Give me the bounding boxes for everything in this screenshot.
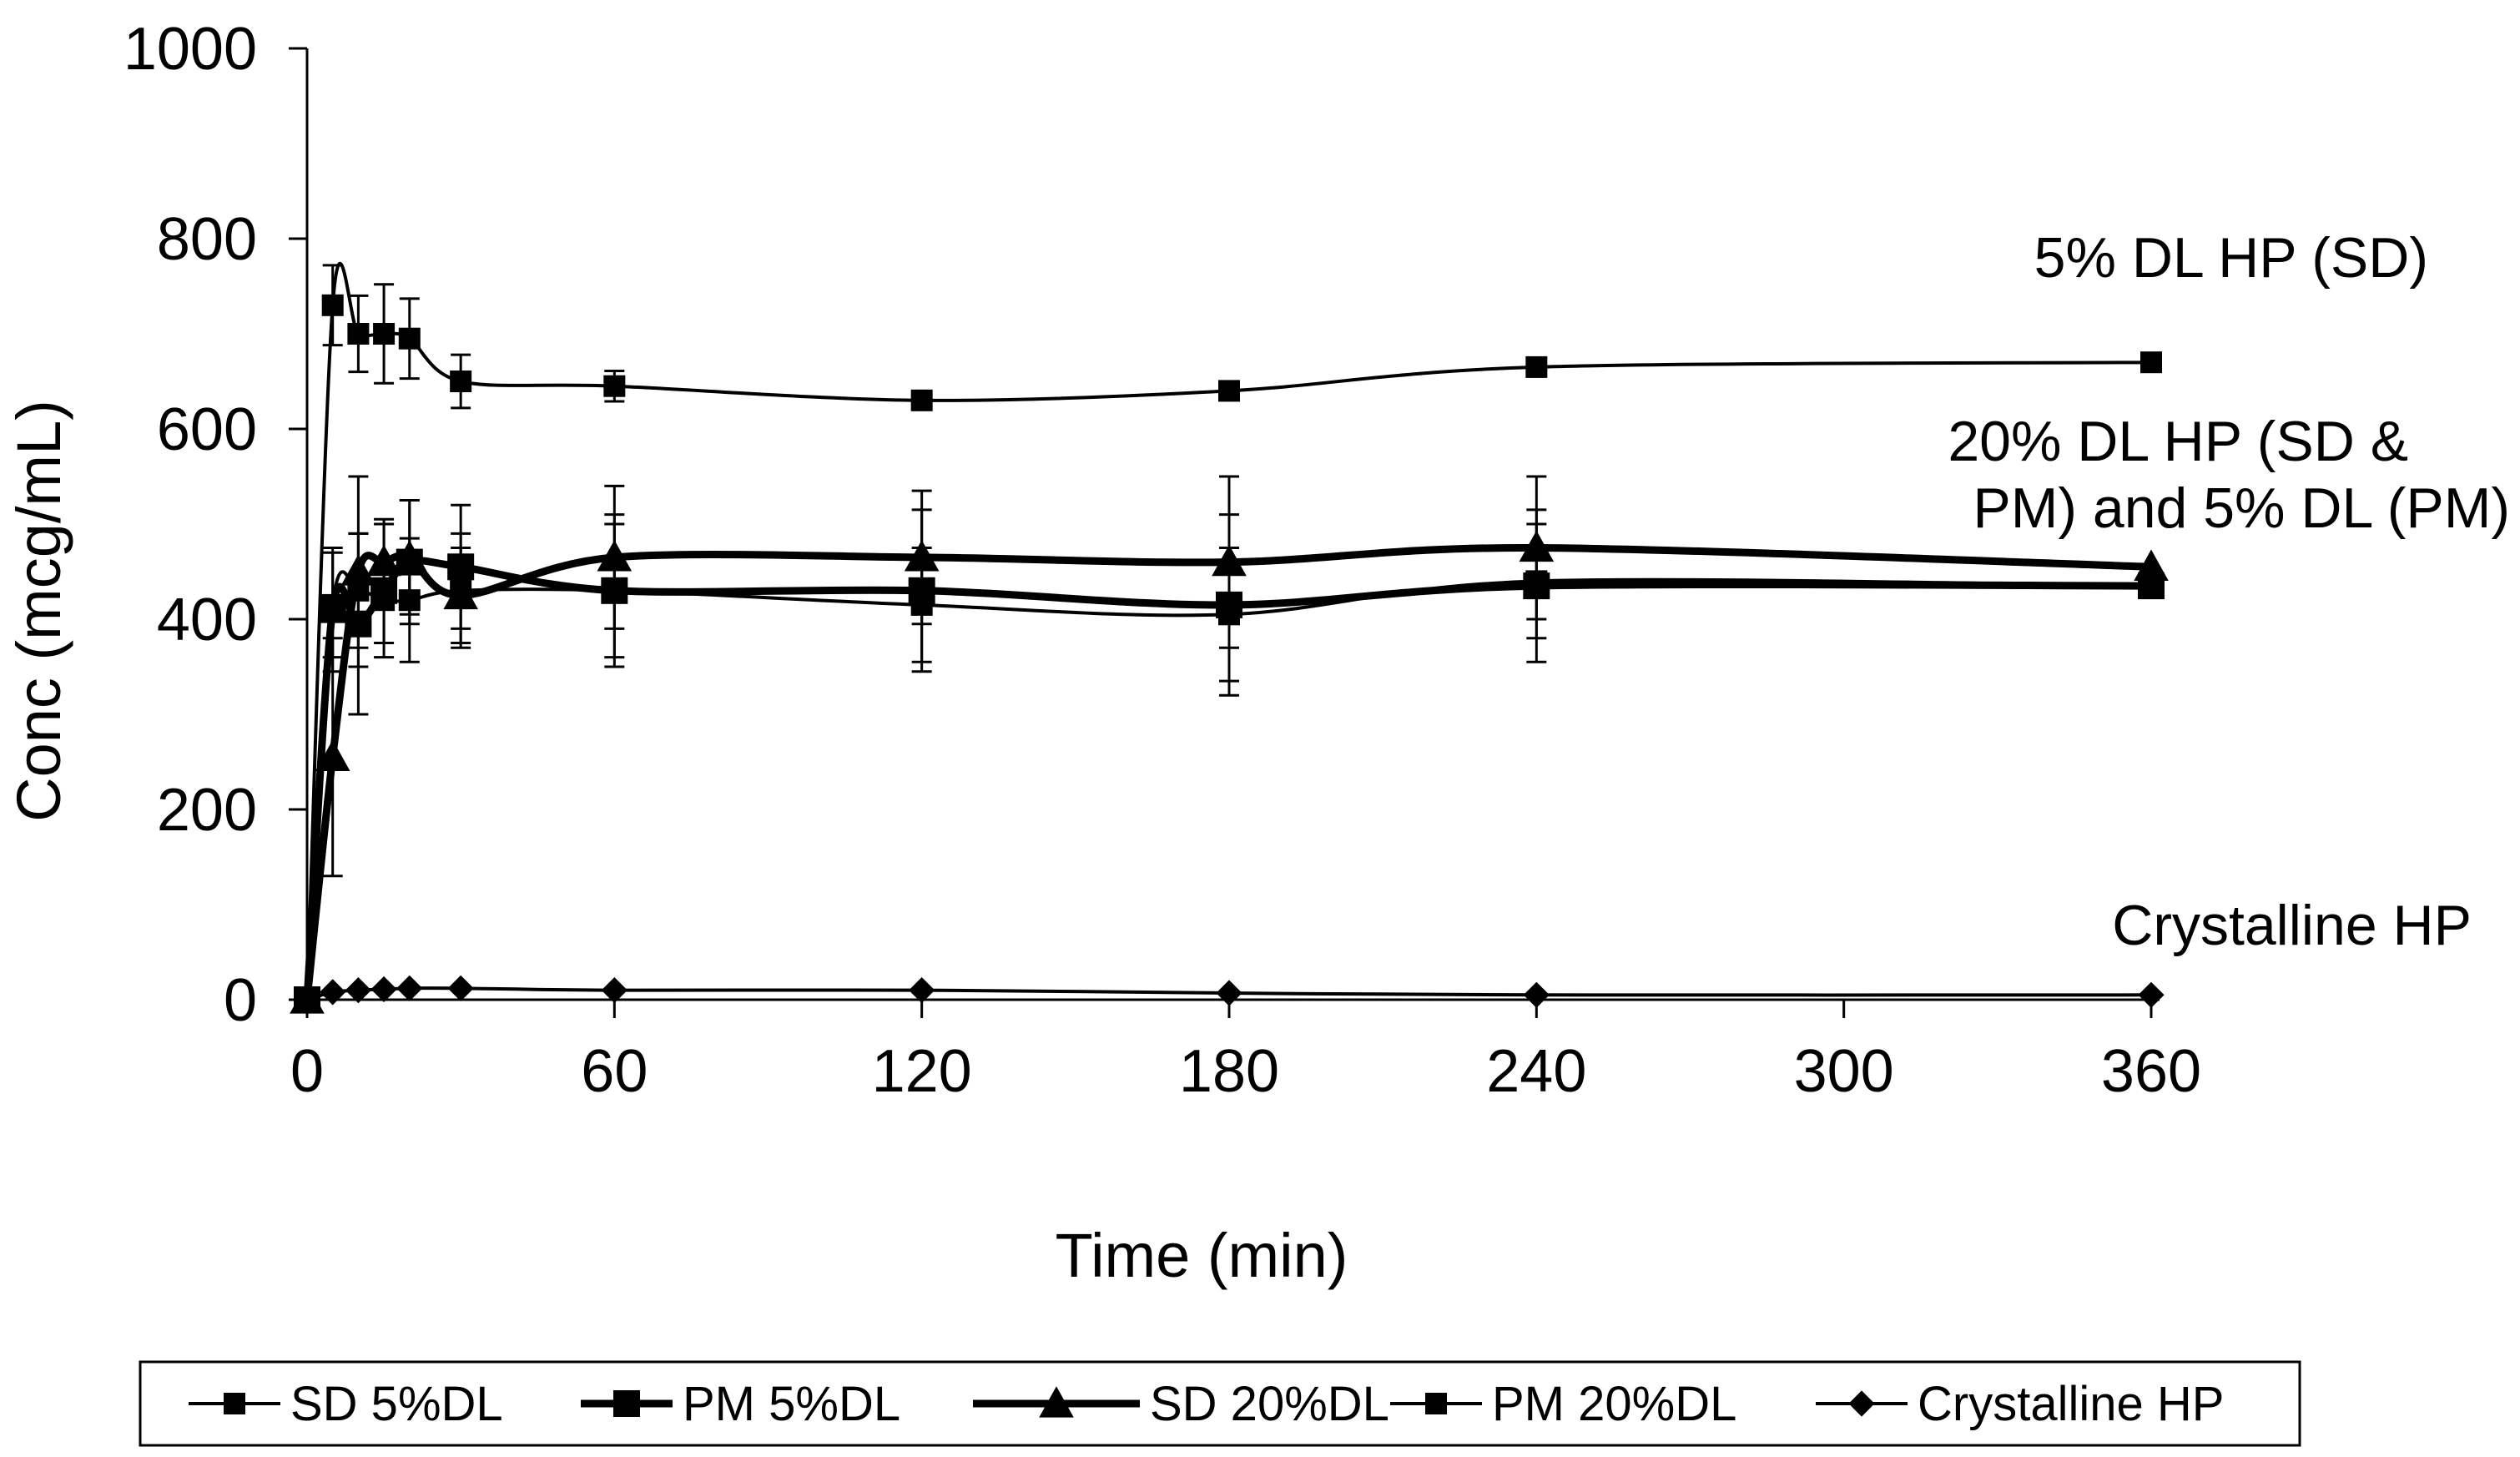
legend-box xyxy=(139,1360,2301,1447)
x-tick-label: 240 xyxy=(1486,1038,1586,1105)
x-tick-label: 0 xyxy=(290,1038,324,1105)
series-pm-20-dl-point xyxy=(450,579,472,602)
series-crystalline-hp xyxy=(294,975,2165,1013)
annotation-crystalline-line: Crystalline HP xyxy=(2112,894,2472,957)
series-pm-20-dl-point xyxy=(373,589,396,612)
series-sd-5-dl-point xyxy=(2140,351,2162,374)
legend-crystalline-hp-swatch-marker xyxy=(1848,1390,1875,1417)
series-pm-20-dl-point xyxy=(603,579,626,602)
y-tick-label: 800 xyxy=(157,206,257,273)
series-crystalline-hp-point xyxy=(447,975,474,1001)
annotation-20-dl-line-2: PM) and 5% DL (PM) xyxy=(1973,476,2510,540)
series-pm-20-dl-point xyxy=(347,579,370,602)
legend-pm-20-dl: PM 20%DL xyxy=(1390,1377,1736,1431)
legend-items: SD 5%DL PM 5%DL SD 20%DL PM 20%DL Crystallin… xyxy=(189,1377,2224,1431)
series-sd-5-dl-point xyxy=(1525,355,1548,378)
series-pm-20-dl-point xyxy=(321,593,344,616)
series-crystalline-hp-point xyxy=(2138,981,2165,1008)
series-pm-20-dl-point xyxy=(2140,575,2162,597)
series-pm-20-dl-point xyxy=(1525,570,1548,592)
annotation-sd-5-dl: 5% DL HP (SD) xyxy=(2034,226,2428,290)
legend-crystalline-hp: Crystalline HP xyxy=(1816,1377,2224,1431)
series-pm-20-dl xyxy=(296,522,2162,1011)
y-axis-title: Conc (mcg/mL) xyxy=(4,400,73,822)
series-sd-5-dl-point xyxy=(321,294,344,316)
y-tick-label: 0 xyxy=(224,967,257,1034)
annotation-20-dl-and-pm: 20% DL HP (SD & PM) and 5% DL (PM) xyxy=(1948,410,2510,540)
x-tick-label: 120 xyxy=(872,1038,972,1105)
series-crystalline-hp-point xyxy=(294,986,320,1013)
legend-crystalline-hp-label: Crystalline HP xyxy=(1918,1377,2224,1431)
series-sd-5-dl-point xyxy=(1218,380,1240,402)
series-crystalline-hp-point xyxy=(370,976,397,1003)
legend-pm-5-dl-swatch-marker xyxy=(613,1390,640,1417)
legend-pm-20-dl-label: PM 20%DL xyxy=(1492,1377,1736,1431)
series-crystalline-hp-point xyxy=(909,977,935,1004)
y-tick-label: 200 xyxy=(157,777,257,844)
y-tick-label: 1000 xyxy=(123,16,257,83)
series-crystalline-hp-point xyxy=(1523,981,1550,1008)
series-crystalline-hp-point xyxy=(396,975,423,1001)
y-tick-label: 600 xyxy=(157,396,257,463)
x-tick-label: 360 xyxy=(2101,1038,2201,1105)
series-sd-5-dl xyxy=(296,261,2162,1011)
plot-area: 0 200 400 600 800 1000 0 60 120 180 240 300 360 xyxy=(123,16,2201,1105)
legend-pm-20-dl-swatch-marker xyxy=(1425,1393,1447,1414)
annotation-sd-5-dl-line: 5% DL HP (SD) xyxy=(2034,226,2428,290)
legend-sd-20-dl: SD 20%DL xyxy=(973,1377,1389,1431)
x-tick-label: 180 xyxy=(1179,1038,1279,1105)
series-sd-5-dl-point xyxy=(398,327,421,350)
legend: SD 5%DL PM 5%DL SD 20%DL PM 20%DL Crystallin… xyxy=(139,1360,2301,1447)
legend-sd-5-dl-swatch-marker xyxy=(224,1393,245,1414)
legend-sd-20-dl-label: SD 20%DL xyxy=(1150,1377,1389,1431)
series-pm-20-dl-point xyxy=(1218,603,1240,626)
legend-pm-5-dl: PM 5%DL xyxy=(581,1377,900,1431)
series-pm-20-dl-point xyxy=(910,593,933,616)
x-axis-title: Time (min) xyxy=(1056,1221,1348,1290)
x-tick-label: 60 xyxy=(581,1038,648,1105)
legend-sd-5-dl: SD 5%DL xyxy=(189,1377,503,1431)
x-tick-label: 300 xyxy=(1794,1038,1894,1105)
series-sd-5-dl-point xyxy=(373,323,396,345)
legend-sd-5-dl-label: SD 5%DL xyxy=(290,1377,503,1431)
y-tick-label: 400 xyxy=(157,587,257,653)
series-sd-5-dl-point xyxy=(347,323,370,345)
series-sd-20-dl-point xyxy=(315,739,350,771)
annotation-20-dl-line-1: 20% DL HP (SD & xyxy=(1948,410,2408,473)
annotation-crystalline: Crystalline HP xyxy=(2112,894,2472,957)
series-sd-20-dl-point xyxy=(2134,549,2169,581)
series-crystalline-hp-point xyxy=(601,977,627,1004)
legend-sd-20-dl-swatch-marker xyxy=(1039,1386,1074,1418)
series-sd-5-dl-point xyxy=(603,375,626,397)
series-crystalline-hp-point xyxy=(320,979,346,1006)
series-sd-5-dl-point xyxy=(450,371,472,392)
series-crystalline-hp-point xyxy=(345,977,371,1004)
legend-pm-5-dl-label: PM 5%DL xyxy=(683,1377,900,1431)
series-crystalline-hp-point xyxy=(1216,980,1242,1006)
series-pm-20-dl-point xyxy=(398,589,421,612)
series-sd-5-dl-point xyxy=(910,389,933,411)
